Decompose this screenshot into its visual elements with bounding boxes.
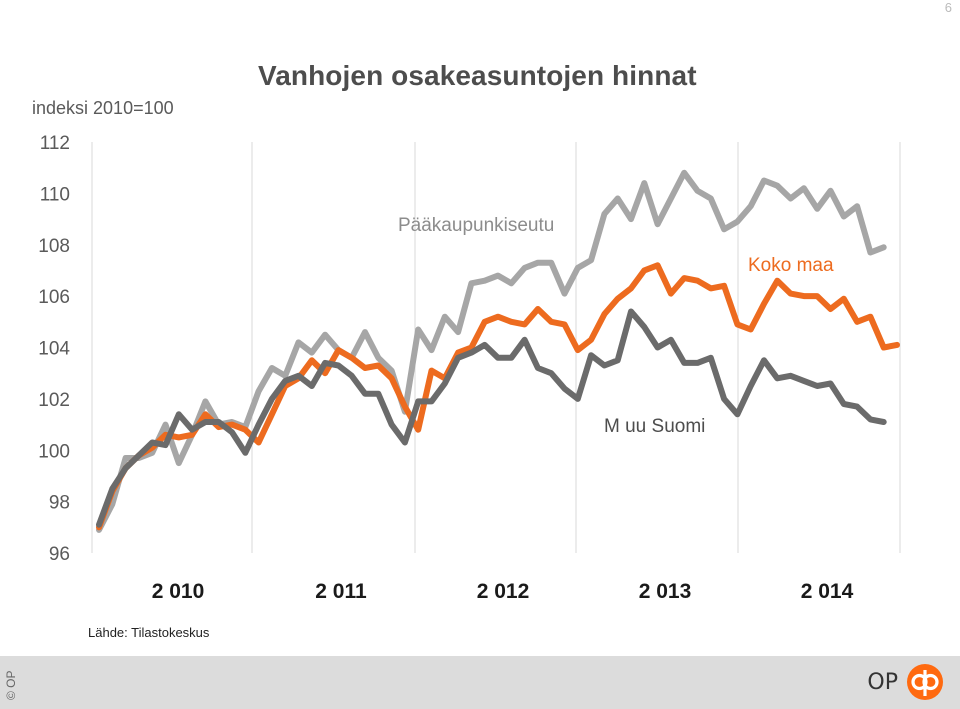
series-annotation: M uu Suomi (604, 416, 705, 437)
price-index-chart: 96 98 100 102 104 106 108 110 112 2 010 2 011 2 012… (38, 133, 901, 603)
footer-bar: © OP OP (0, 656, 960, 709)
op-logo: OP (867, 662, 944, 702)
y-tick-label: 106 (38, 287, 70, 308)
y-tick-label: 100 (38, 441, 70, 462)
y-tick-label: 96 (49, 544, 70, 565)
chart-title: Vanhojen osakeasuntojen hinnat (258, 60, 697, 91)
page-number: 6 (944, 0, 952, 15)
y-tick-label: 102 (38, 390, 70, 411)
y-tick-label: 108 (38, 236, 70, 257)
copyright-text: © OP (4, 670, 18, 700)
series-annotation: Koko maa (748, 255, 834, 276)
y-tick-label: 112 (40, 133, 70, 154)
op-logo-icon (907, 664, 943, 700)
source-note: Lähde: Tilastokeskus (88, 625, 210, 640)
y-tick-label: 104 (38, 339, 70, 360)
x-tick-label: 2 014 (801, 580, 854, 603)
y-tick-label: 98 (49, 493, 70, 514)
y-tick-label: 110 (40, 184, 70, 205)
x-tick-label: 2 010 (152, 580, 205, 603)
x-tick-label: 2 013 (639, 580, 692, 603)
x-tick-label: 2 012 (477, 580, 530, 603)
series-line-2 (96, 308, 887, 528)
y-axis-label: indeksi 2010=100 (32, 98, 174, 118)
logo-text: OP (867, 669, 898, 695)
series-line-1 (96, 262, 900, 531)
series-annotation: Pääkaupunkiseutu (398, 215, 554, 236)
x-tick-label: 2 011 (315, 580, 367, 603)
